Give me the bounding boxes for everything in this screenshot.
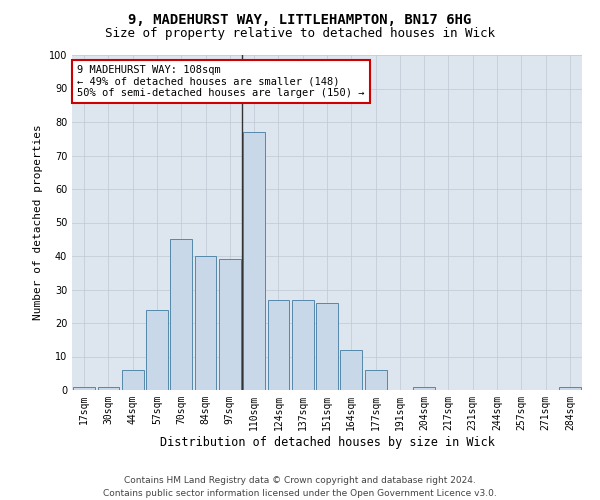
Text: Size of property relative to detached houses in Wick: Size of property relative to detached ho…	[105, 28, 495, 40]
Bar	[97, 386, 119, 390]
Text: 9 MADEHURST WAY: 108sqm
← 49% of detached houses are smaller (148)
50% of semi-d: 9 MADEHURST WAY: 108sqm ← 49% of detache…	[77, 65, 365, 98]
Bar	[219, 260, 241, 390]
Bar	[194, 256, 217, 390]
Bar	[170, 240, 192, 390]
Bar	[122, 370, 143, 390]
Bar	[365, 370, 386, 390]
Bar	[316, 303, 338, 390]
Text: 9, MADEHURST WAY, LITTLEHAMPTON, BN17 6HG: 9, MADEHURST WAY, LITTLEHAMPTON, BN17 6H…	[128, 12, 472, 26]
Bar	[340, 350, 362, 390]
Bar	[243, 132, 265, 390]
Bar	[73, 386, 95, 390]
Bar	[292, 300, 314, 390]
Text: Contains HM Land Registry data © Crown copyright and database right 2024.
Contai: Contains HM Land Registry data © Crown c…	[103, 476, 497, 498]
Y-axis label: Number of detached properties: Number of detached properties	[33, 124, 43, 320]
Bar	[146, 310, 168, 390]
Bar	[559, 386, 581, 390]
Bar	[268, 300, 289, 390]
Bar	[413, 386, 435, 390]
X-axis label: Distribution of detached houses by size in Wick: Distribution of detached houses by size …	[160, 436, 494, 448]
